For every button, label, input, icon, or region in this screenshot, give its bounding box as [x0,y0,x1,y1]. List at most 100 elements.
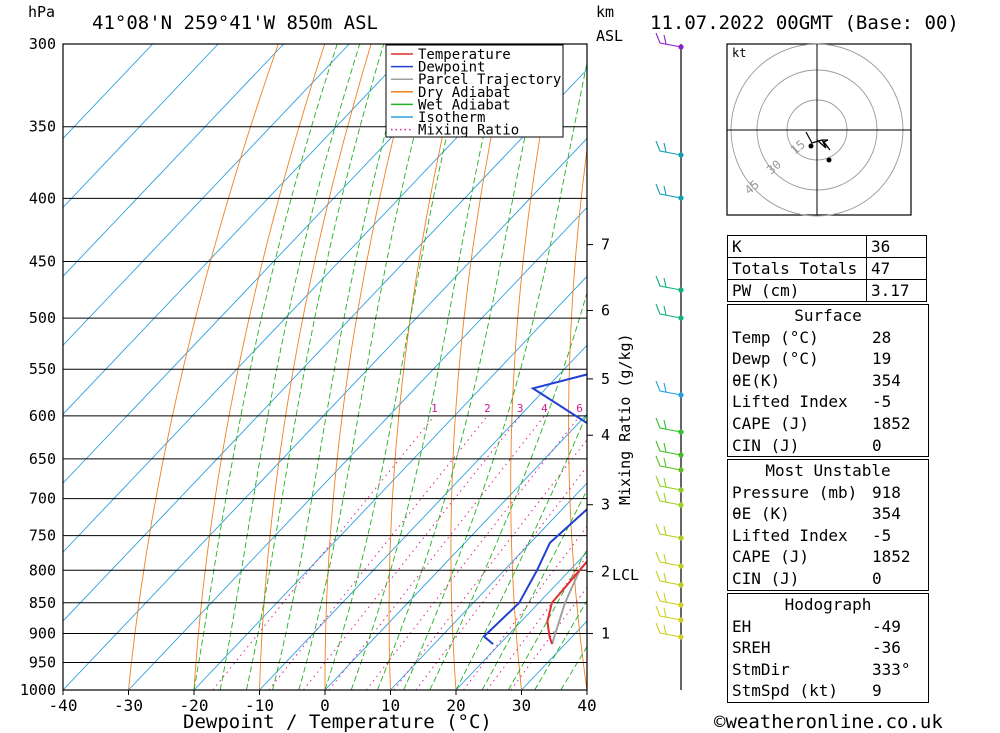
wind-barb-flag [663,477,667,488]
storm-motion-marker [826,157,832,163]
hodograph-stats-row: SREH -36 [732,638,901,658]
isotherm-line [63,44,154,140]
wind-barb-flag [663,442,667,453]
wind-barb-flag [663,525,667,536]
mixing-ratio-line [366,415,580,690]
wind-barb-flag [663,419,667,430]
height-tick-label: 5 [601,370,610,388]
wet-adiabat-line [350,44,505,690]
wind-barb-flag [663,624,667,635]
legend-label: Mixing Ratio [418,123,519,139]
hodograph-stats-box: Hodograph EH -49 SREH -36 StmDir 333° StmSp… [727,593,929,703]
most-unstable-title: Most Unstable [765,461,891,480]
mixing-ratio-label: 3 [517,402,524,415]
isotherm-line [193,275,587,690]
most-unstable-row: Pressure (mb) 918 [732,482,901,502]
km-label: km [596,3,614,21]
isotherm-line [63,44,416,415]
hodograph-point [808,143,814,149]
pressure-tick-label: 400 [29,189,56,207]
legend-label: Isotherm [418,110,485,126]
isotherm-line [63,44,285,277]
surface-row: θE(K) 354 [732,370,901,390]
surface-row: Dewp (°C) 19 [732,349,892,369]
wind-barb-flag [663,382,667,393]
height-tick-label: 3 [601,496,610,514]
lcl-label: LCL [612,566,639,584]
hodograph: kt 15 30 45 [726,43,912,217]
height-tick-label: 2 [601,563,610,581]
mixing-ratio-label: 1 [431,402,438,415]
wet-adiabat-line [534,599,587,690]
pressure-tick-label: 750 [29,527,56,545]
pressure-tick-label: 650 [29,450,56,468]
most-unstable-box: Most Unstable Pressure (mb) 918 θE (K) 354… [727,459,929,591]
surface-title: Surface [794,306,862,325]
most-unstable-row: θE (K) 354 [732,504,901,524]
dry-adiabat-line [975,44,1000,690]
wet-adiabat-line [245,44,385,690]
mixing-ratio-line [303,415,521,690]
wind-barb [655,455,682,471]
wet-adiabat-line [324,44,470,690]
mixing-ratio-axis-label: Mixing Ratio (g/kg) [616,333,634,505]
hodograph-trace [805,131,831,151]
wind-barb-flag [663,607,667,618]
wind-barb [655,380,682,396]
pressure-tick-label: 600 [29,407,56,425]
pressure-tick-label: 700 [29,490,56,508]
isotherm-line [390,482,587,690]
pressure-tick-label: 350 [29,118,56,136]
wet-adiabat-line [481,489,587,690]
wind-barb-flag [663,572,667,583]
dry-adiabat-line [128,44,279,690]
pressure-tick-label: 950 [29,654,56,672]
height-tick-label: 6 [601,302,610,320]
pressure-tick-label: 500 [29,309,56,327]
isotherm-line [63,68,587,622]
dewpoint-line [482,373,587,645]
hodograph-unit: kt [732,46,746,60]
hodograph-stats-row: StmSpd (kt) 9 [732,681,882,701]
pressure-tick-label: 550 [29,360,56,378]
x-axis-label: Dewpoint / Temperature (°C) [183,711,492,733]
x-tick-label: 30 [512,696,531,715]
wind-barb [655,303,682,319]
dry-adiabat-line [259,44,372,690]
wind-barb [655,551,682,567]
mixing-ratio-label: 4 [541,402,548,415]
wind-barb [655,183,682,199]
surface-row: Temp (°C) 28 [732,327,892,347]
wind-barb [655,590,682,606]
dry-adiabat-line [388,44,465,690]
wind-barb [655,605,682,621]
isotherm-line [63,44,547,553]
wind-barb [655,475,682,491]
wet-adiabat-line [455,412,587,690]
wind-barb-flag [663,142,667,153]
pressure-tick-label: 900 [29,625,56,643]
hodograph-stats-row: StmDir 333° [732,659,911,679]
wet-adiabat-line [193,44,338,690]
isotherm-line [324,413,587,690]
wind-barb-flag [663,277,667,288]
isotherm-line [63,44,350,346]
temperature-line [546,560,587,645]
dry-adiabat-line [679,44,718,690]
wet-adiabat-line [429,291,587,690]
surface-box: Surface Temp (°C) 28 Dewp (°C) 19 θE(K) 354… [727,304,929,457]
wind-barb [655,490,682,506]
legend-label: Dry Adiabat [418,85,511,101]
most-unstable-row: CAPE (J) 1852 [732,547,911,567]
wind-barb-flag [663,592,667,603]
pressure-tick-label: 800 [29,561,56,579]
surface-row: Lifted Index -5 [732,392,892,412]
isotherm-line [63,137,587,690]
wind-barb [655,523,682,539]
isotherm-line [63,44,481,484]
index-row: Totals Totals 47 [727,257,927,280]
most-unstable-row: Lifted Index -5 [732,525,892,545]
height-tick-label: 1 [601,625,610,643]
pressure-tick-label: 1000 [20,681,56,699]
